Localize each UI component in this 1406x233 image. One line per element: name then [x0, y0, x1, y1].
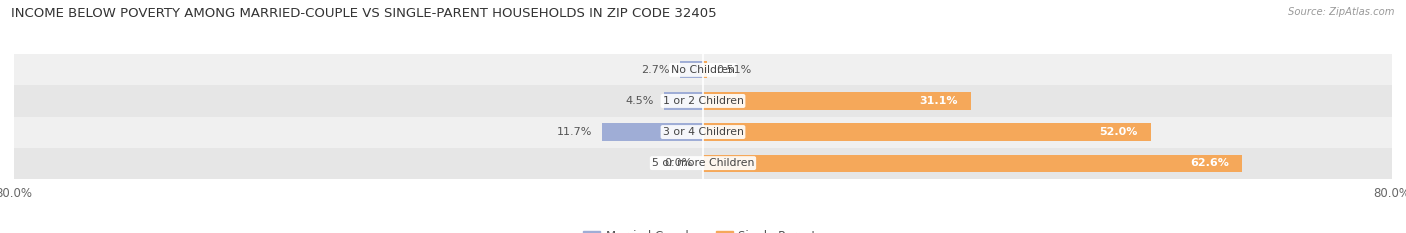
- Bar: [602, 123, 703, 140]
- Bar: [703, 123, 1152, 140]
- Text: INCOME BELOW POVERTY AMONG MARRIED-COUPLE VS SINGLE-PARENT HOUSEHOLDS IN ZIP COD: INCOME BELOW POVERTY AMONG MARRIED-COUPL…: [11, 7, 717, 20]
- Text: 62.6%: 62.6%: [1191, 158, 1229, 168]
- Bar: [679, 61, 703, 79]
- Bar: [703, 93, 970, 110]
- Text: 2.7%: 2.7%: [641, 65, 669, 75]
- Text: 4.5%: 4.5%: [626, 96, 654, 106]
- Text: 0.51%: 0.51%: [716, 65, 751, 75]
- Bar: [664, 93, 703, 110]
- Bar: [14, 116, 1392, 147]
- Text: 5 or more Children: 5 or more Children: [652, 158, 754, 168]
- Bar: [14, 147, 1392, 179]
- Legend: Married Couples, Single Parents: Married Couples, Single Parents: [579, 225, 827, 233]
- Bar: [14, 86, 1392, 116]
- Text: Source: ZipAtlas.com: Source: ZipAtlas.com: [1288, 7, 1395, 17]
- Text: 11.7%: 11.7%: [557, 127, 592, 137]
- Text: 1 or 2 Children: 1 or 2 Children: [662, 96, 744, 106]
- Bar: [703, 61, 707, 79]
- Bar: [14, 54, 1392, 86]
- Text: 0.0%: 0.0%: [665, 158, 693, 168]
- Text: No Children: No Children: [671, 65, 735, 75]
- Bar: [703, 154, 1241, 172]
- Text: 31.1%: 31.1%: [920, 96, 957, 106]
- Text: 3 or 4 Children: 3 or 4 Children: [662, 127, 744, 137]
- Text: 52.0%: 52.0%: [1099, 127, 1137, 137]
